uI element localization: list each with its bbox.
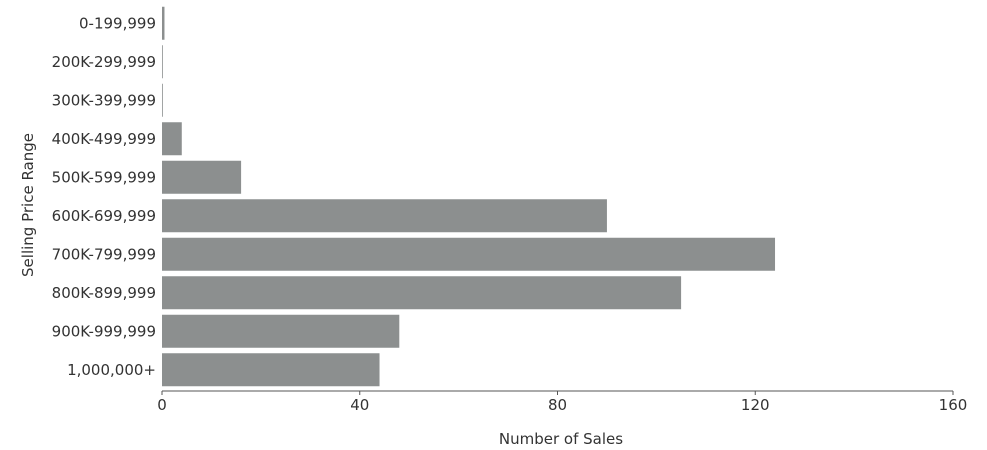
x-tick-label-1: 40 bbox=[350, 396, 369, 414]
category-label-6: 700K-799,999 bbox=[52, 245, 156, 263]
category-label-5: 600K-699,999 bbox=[52, 207, 156, 225]
category-label-1: 200K-299,999 bbox=[52, 53, 156, 71]
x-tick-label-4: 160 bbox=[939, 396, 968, 414]
bar-9 bbox=[162, 353, 380, 387]
bar-8 bbox=[162, 314, 400, 348]
bar-1 bbox=[162, 45, 163, 79]
bar-0 bbox=[162, 6, 165, 40]
category-label-2: 300K-399,999 bbox=[52, 91, 156, 109]
category-labels: 0-199,999 200K-299,999 300K-399,999 400K-49… bbox=[52, 14, 156, 379]
bar-3 bbox=[162, 122, 182, 156]
y-axis-title: Selling Price Range bbox=[19, 133, 37, 277]
category-label-8: 900K-999,999 bbox=[52, 322, 156, 340]
bar-4 bbox=[162, 160, 242, 194]
category-label-3: 400K-499,999 bbox=[52, 130, 156, 148]
x-tick-labels: 0 40 80 120 160 bbox=[157, 391, 967, 414]
category-label-4: 500K-599,999 bbox=[52, 168, 156, 186]
x-tick-label-3: 120 bbox=[741, 396, 770, 414]
bar-5 bbox=[162, 199, 607, 233]
bar-7 bbox=[162, 276, 682, 310]
bar-2 bbox=[162, 83, 163, 117]
bars-group bbox=[162, 6, 776, 387]
x-tick-label-0: 0 bbox=[157, 396, 167, 414]
x-axis-title: Number of Sales bbox=[499, 430, 623, 448]
bar-6 bbox=[162, 237, 776, 271]
category-label-7: 800K-899,999 bbox=[52, 284, 156, 302]
category-label-9: 1,000,000+ bbox=[67, 361, 156, 379]
x-tick-label-2: 80 bbox=[548, 396, 567, 414]
category-label-0: 0-199,999 bbox=[79, 14, 156, 32]
